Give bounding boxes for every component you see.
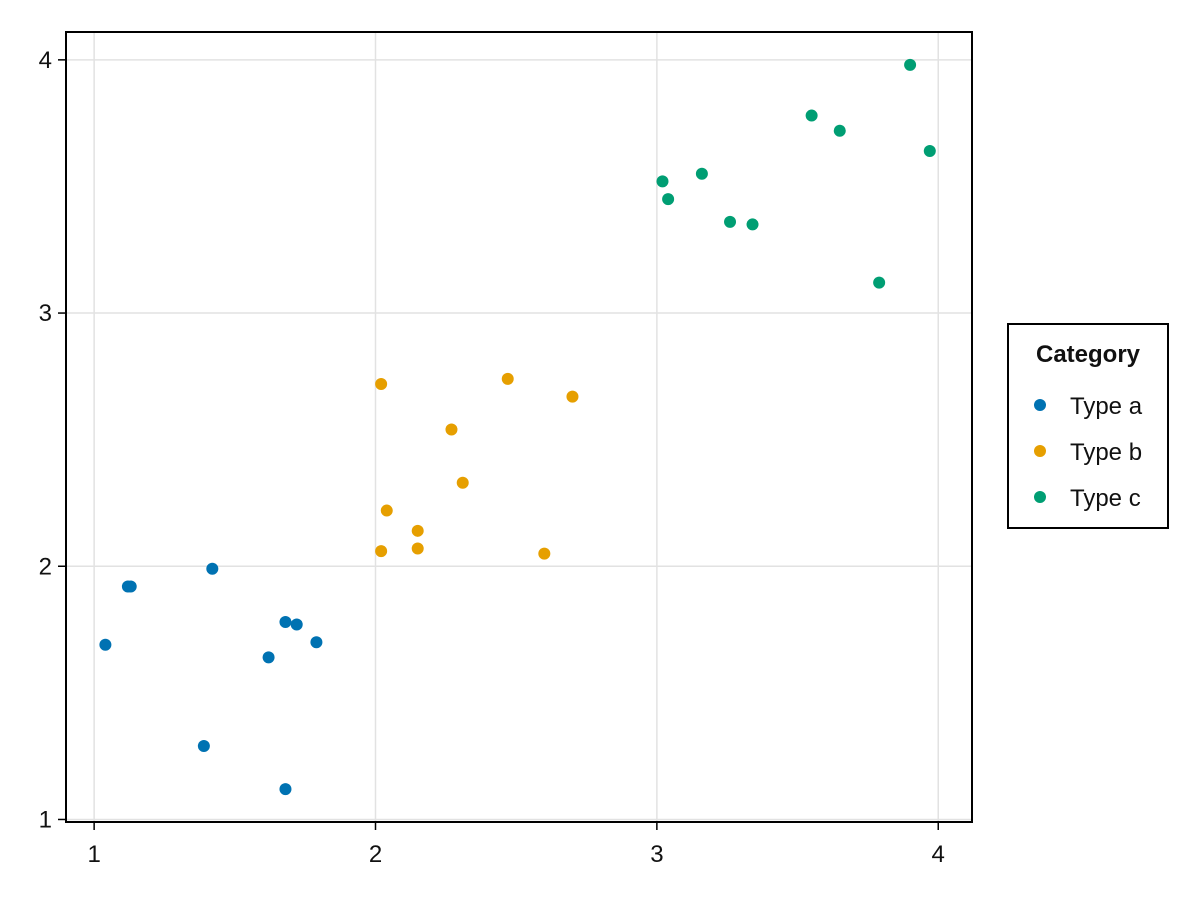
data-point bbox=[262, 651, 275, 664]
data-point bbox=[375, 377, 388, 390]
legend-label: Type a bbox=[1070, 393, 1143, 420]
legend-box bbox=[1007, 323, 1169, 529]
y-tick-label: 4 bbox=[39, 47, 52, 74]
y-tick-label: 3 bbox=[39, 300, 52, 327]
plot-area-frame bbox=[65, 31, 973, 823]
x-tick-label: 2 bbox=[369, 841, 382, 868]
data-point bbox=[656, 175, 669, 188]
legend-item: Type b bbox=[1034, 439, 1142, 466]
data-point bbox=[197, 740, 210, 753]
data-point bbox=[805, 109, 818, 122]
axis-ticks: 1 2 3 4 1 2 3 4 bbox=[39, 47, 945, 868]
x-tick-label: 1 bbox=[87, 841, 100, 868]
data-points bbox=[99, 58, 936, 796]
data-point bbox=[746, 218, 759, 231]
data-point bbox=[375, 545, 388, 558]
data-point bbox=[873, 276, 886, 289]
y-tick-label: 1 bbox=[39, 806, 52, 833]
x-tick-label: 3 bbox=[650, 841, 663, 868]
legend-label: Type b bbox=[1070, 439, 1142, 466]
series-type-b bbox=[375, 372, 579, 560]
data-point bbox=[279, 615, 292, 628]
data-point bbox=[695, 167, 708, 180]
legend: Category Type a Type b Type c bbox=[1007, 323, 1169, 529]
legend-label: Type c bbox=[1070, 485, 1141, 512]
data-point bbox=[411, 524, 424, 537]
data-point bbox=[501, 372, 514, 385]
legend-item: Type a bbox=[1034, 393, 1143, 420]
data-point bbox=[124, 580, 137, 593]
legend-items: Type a Type b Type c bbox=[1034, 393, 1143, 512]
legend-marker bbox=[1034, 445, 1046, 457]
data-point bbox=[662, 193, 675, 206]
data-point bbox=[310, 636, 323, 649]
legend-item: Type c bbox=[1034, 485, 1141, 512]
data-point bbox=[923, 145, 936, 158]
grid-lines bbox=[66, 32, 972, 822]
data-point bbox=[445, 423, 458, 436]
data-point bbox=[566, 390, 579, 403]
data-point bbox=[99, 638, 112, 651]
data-point bbox=[724, 215, 737, 228]
data-point bbox=[833, 124, 846, 137]
data-point bbox=[206, 562, 219, 575]
legend-title: Category bbox=[1036, 341, 1141, 368]
series-type-c bbox=[656, 58, 936, 289]
data-point bbox=[456, 476, 469, 489]
legend-marker bbox=[1034, 491, 1046, 503]
data-point bbox=[290, 618, 303, 631]
data-point bbox=[904, 58, 917, 71]
y-tick-label: 2 bbox=[39, 553, 52, 580]
series-type-a bbox=[99, 562, 323, 796]
data-point bbox=[411, 542, 424, 555]
legend-marker bbox=[1034, 399, 1046, 411]
data-point bbox=[279, 783, 292, 796]
data-point bbox=[380, 504, 393, 517]
x-tick-label: 4 bbox=[932, 841, 945, 868]
data-point bbox=[538, 547, 551, 560]
